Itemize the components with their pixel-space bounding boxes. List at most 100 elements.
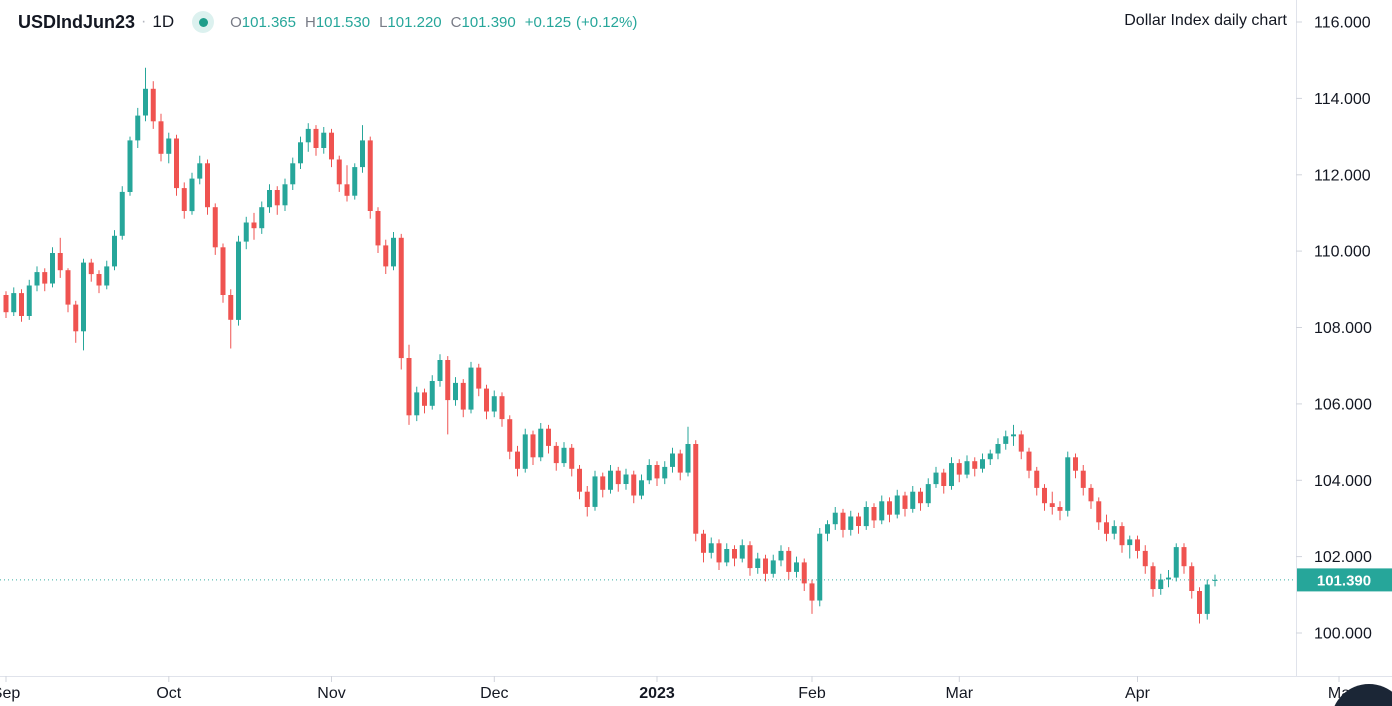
candle	[414, 386, 420, 422]
candle	[887, 497, 892, 523]
candle	[360, 125, 365, 173]
candle	[670, 447, 675, 473]
candle	[1034, 466, 1040, 496]
candle	[615, 466, 621, 492]
candle	[236, 235, 241, 326]
candle	[1042, 484, 1047, 511]
candle	[1073, 453, 1078, 479]
open-label: O	[230, 13, 242, 31]
svg-text:101.390: 101.390	[1317, 572, 1371, 589]
candle	[794, 556, 799, 578]
candle	[437, 354, 443, 387]
time-tick-label: Apr	[1125, 685, 1151, 702]
chart-pane[interactable]	[0, 0, 1296, 676]
candle	[1135, 535, 1140, 559]
logo-circle[interactable]	[1331, 684, 1392, 706]
candle	[205, 159, 210, 215]
candle	[367, 136, 373, 219]
candle	[1096, 497, 1102, 530]
open-value: 101.365	[241, 13, 296, 31]
candle	[1181, 543, 1187, 574]
candle	[81, 258, 86, 351]
candle	[949, 457, 954, 490]
candle	[1119, 522, 1125, 553]
high-label: H	[305, 13, 316, 31]
candle	[398, 233, 404, 370]
candle	[429, 375, 435, 410]
candle	[685, 426, 691, 477]
candle	[57, 237, 63, 278]
price-tick-label: 112.000	[1314, 167, 1371, 184]
candle	[251, 212, 257, 240]
candle	[181, 182, 187, 219]
candle	[995, 438, 1001, 460]
candle	[305, 123, 311, 152]
timeframe-label[interactable]: 1D	[152, 12, 175, 31]
candle	[491, 390, 497, 418]
candle	[1166, 570, 1171, 588]
candle	[956, 459, 962, 483]
candle	[848, 510, 854, 536]
candle	[329, 128, 334, 168]
candle	[817, 528, 823, 607]
candle	[654, 461, 660, 486]
candle	[1049, 491, 1055, 515]
candle	[546, 424, 551, 454]
time-axis[interactable]: SepOctNovDec2023FebMarAprMa	[0, 676, 1392, 702]
price-tick-label: 100.000	[1314, 626, 1372, 643]
candle	[646, 459, 652, 485]
time-tick-label: Feb	[798, 685, 826, 702]
candle	[391, 232, 396, 271]
status-dot-icon	[198, 17, 208, 27]
symbol-title[interactable]: USDIndJun23	[18, 11, 136, 32]
candle	[476, 363, 482, 397]
candle	[561, 442, 567, 467]
candle	[445, 356, 451, 435]
candle	[592, 470, 598, 511]
candle	[158, 113, 164, 162]
candle	[693, 440, 699, 542]
candle	[786, 547, 792, 580]
candle	[639, 474, 644, 500]
market-status-icon[interactable]	[192, 11, 215, 33]
candle	[344, 165, 350, 202]
candle	[1127, 535, 1133, 559]
candle	[577, 465, 582, 500]
candle	[189, 172, 195, 215]
candle	[150, 81, 156, 129]
candle	[716, 539, 722, 570]
candle	[19, 289, 24, 322]
candle	[530, 430, 536, 465]
candle	[732, 545, 737, 567]
candle	[778, 545, 784, 567]
candle	[499, 392, 505, 427]
candle	[88, 258, 94, 282]
close-value: 101.390	[461, 13, 516, 31]
candle	[608, 465, 613, 494]
price-tick-label: 116.000	[1314, 15, 1371, 32]
candle	[1111, 520, 1117, 540]
candle	[902, 491, 908, 517]
candle	[623, 468, 629, 490]
candle	[1003, 430, 1009, 450]
candle	[538, 423, 544, 462]
candle	[422, 388, 427, 414]
candle	[894, 489, 900, 519]
candle	[1204, 579, 1210, 620]
candle	[708, 537, 714, 559]
candle	[336, 155, 342, 192]
price-tick-label: 104.000	[1314, 473, 1372, 490]
candle	[755, 552, 761, 574]
candle	[507, 415, 513, 460]
price-tick-label: 106.000	[1314, 396, 1372, 413]
candle	[1142, 545, 1148, 574]
candle	[522, 428, 528, 473]
candle	[1197, 587, 1202, 624]
candle	[677, 449, 683, 481]
price-tick-label: 108.000	[1314, 320, 1372, 337]
candle	[34, 266, 40, 292]
candle	[406, 344, 412, 425]
candle	[313, 125, 319, 156]
price-axis[interactable]: 116.000 114.000 112.000 110.000 108.000 106.0…	[1296, 0, 1372, 676]
candle	[600, 472, 606, 498]
